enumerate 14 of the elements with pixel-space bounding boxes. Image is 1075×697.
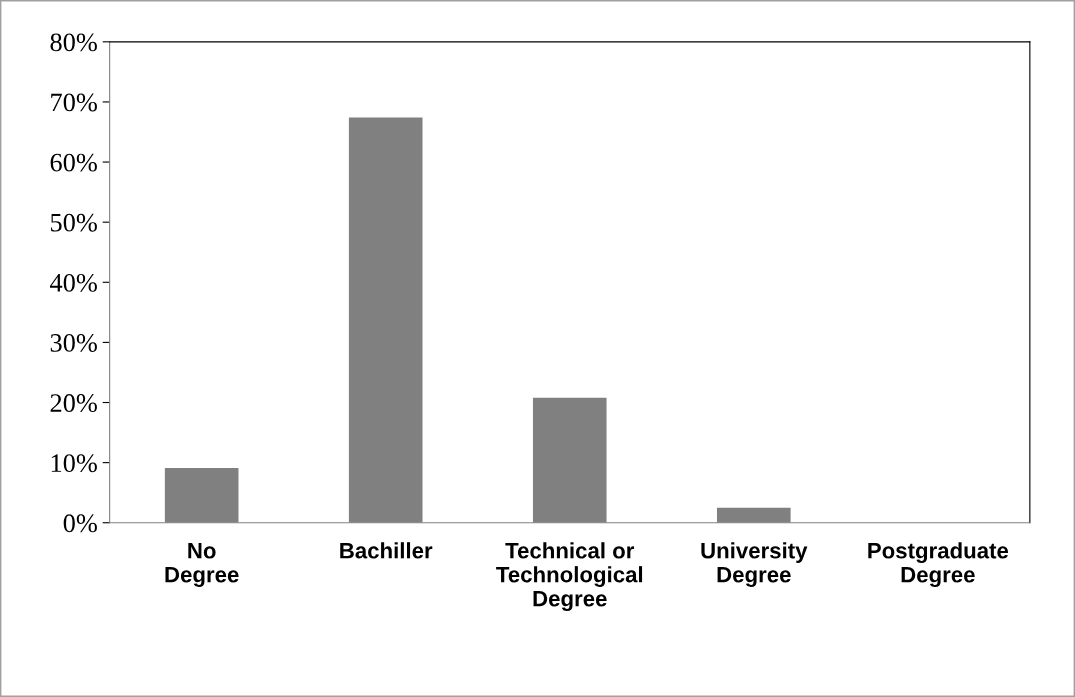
y-tick-label: 0% — [63, 514, 97, 533]
y-tick-label: 20% — [50, 394, 97, 413]
y-tick-label: 50% — [51, 213, 97, 232]
y-tick-label: 80% — [50, 33, 97, 52]
y-tick-label: 40% — [49, 273, 97, 292]
x-tick-label: Technical or Technological Degree — [496, 542, 643, 611]
x-tick-label: Postgraduate Degree — [868, 542, 1009, 588]
x-tick-label: Bachiller — [340, 542, 433, 559]
y-tick-label: 10% — [51, 454, 97, 473]
x-tick-label: University Degree — [701, 542, 808, 587]
y-tick-label: 70% — [51, 93, 97, 112]
y-tick-label: 60% — [50, 153, 97, 172]
y-tick-label: 30% — [50, 334, 97, 352]
x-tick-label: No Degree — [165, 543, 239, 587]
